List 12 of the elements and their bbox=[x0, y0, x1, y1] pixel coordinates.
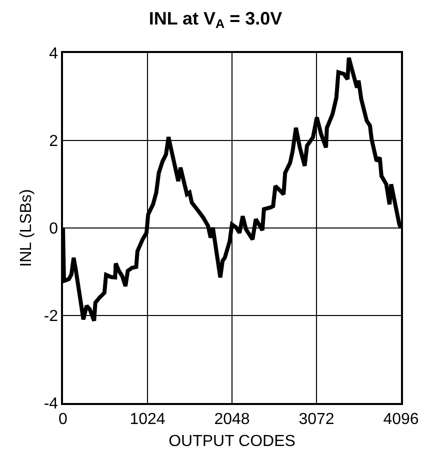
y-tick-label: -4 bbox=[44, 396, 58, 413]
y-tick-label: 2 bbox=[49, 133, 58, 150]
y-tick-label: 0 bbox=[49, 220, 58, 238]
y-tick-label: 4 bbox=[49, 46, 58, 63]
x-axis-title: OUTPUT CODES bbox=[168, 433, 296, 450]
x-tick-label: 1024 bbox=[130, 410, 166, 428]
y-axis-title: INL (LSBs) bbox=[18, 189, 36, 267]
x-tick-label: 2048 bbox=[214, 410, 250, 428]
x-tick-label: 4096 bbox=[383, 410, 419, 428]
chart-title: INL at V$_{A}$ = 3.0V bbox=[148, 8, 282, 32]
y-tick-label: -2 bbox=[44, 308, 58, 326]
x-tick-label: 3072 bbox=[298, 410, 334, 428]
